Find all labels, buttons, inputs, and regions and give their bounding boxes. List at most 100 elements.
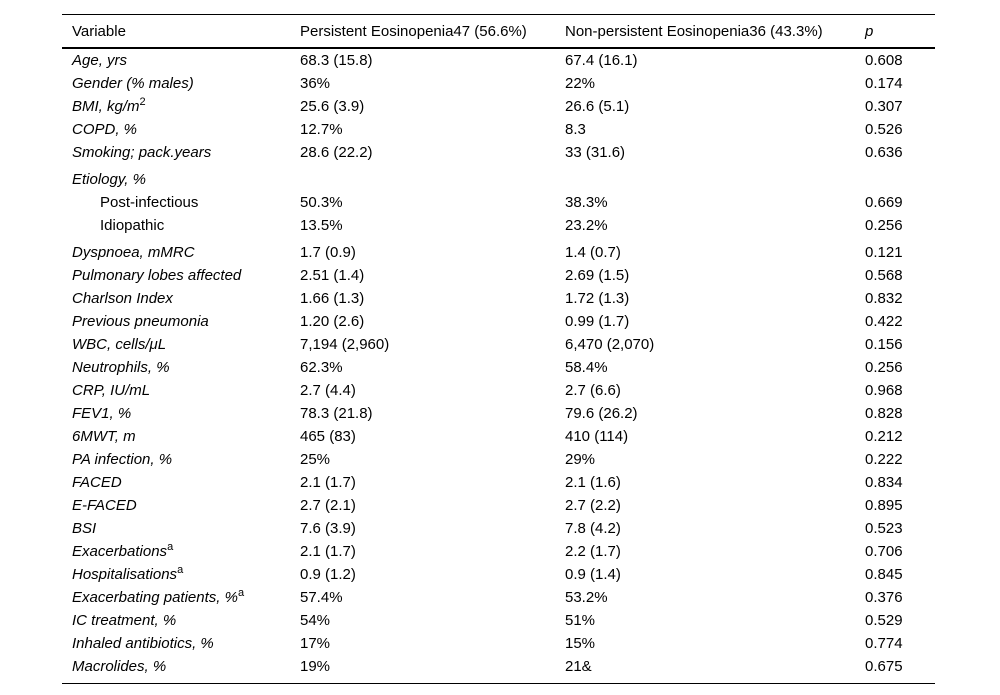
row-label-text: FACED <box>72 474 122 491</box>
value-non-persistent: 0.9 (1.4) <box>565 566 621 583</box>
row-label: WBC, cells/μL <box>62 333 300 356</box>
table-row: BSI 7.6 (3.9) 7.8 (4.2) 0.523 <box>62 517 935 540</box>
row-label-text: IC treatment, % <box>72 612 177 629</box>
p-value: 0.568 <box>865 267 903 284</box>
value-persistent: 25% <box>300 451 331 468</box>
p-value: 0.636 <box>865 144 903 161</box>
row-label: Post-infectious <box>62 191 300 214</box>
p-value: 0.307 <box>865 98 903 115</box>
row-label: PA infection, % <box>62 448 300 471</box>
row-label-superscript: a <box>237 587 245 599</box>
table-row: Macrolides, % 19% 21& 0.675 <box>62 655 935 684</box>
row-label-text: Age, yrs <box>72 52 128 69</box>
value-non-persistent: 2.7 (2.2) <box>565 497 621 514</box>
header-p-value: p <box>865 22 874 40</box>
value-non-persistent: 1.4 (0.7) <box>565 244 621 261</box>
p-value: 0.212 <box>865 428 903 445</box>
p-value: 0.523 <box>865 520 903 537</box>
row-label: Exacerbating patients, %a <box>62 586 300 609</box>
header-non-persistent-eosinopenia: Non-persistent Eosinopenia36 (43.3%) <box>565 22 823 40</box>
table-row: Neutrophils, % 62.3% 58.4% 0.256 <box>62 356 935 379</box>
value-persistent: 25.6 (3.9) <box>300 98 365 115</box>
table-row: Charlson Index 1.66 (1.3) 1.72 (1.3) 0.832 <box>62 287 935 310</box>
row-label: IC treatment, % <box>62 609 300 632</box>
row-label: Pulmonary lobes affected <box>62 264 300 287</box>
p-value: 0.121 <box>865 244 903 261</box>
value-persistent: 17% <box>300 635 331 652</box>
table-row: Idiopathic 13.5% 23.2% 0.256 <box>62 214 935 237</box>
row-label-text: BSI <box>72 520 97 537</box>
p-value: 0.222 <box>865 451 903 468</box>
value-persistent: 78.3 (21.8) <box>300 405 373 422</box>
value-non-persistent: 21& <box>565 658 592 675</box>
row-label: BSI <box>62 517 300 540</box>
table-row: Dyspnoea, mMRC 1.7 (0.9) 1.4 (0.7) 0.121 <box>62 237 935 264</box>
table-row: Post-infectious 50.3% 38.3% 0.669 <box>62 191 935 214</box>
value-persistent: 2.1 (1.7) <box>300 543 356 560</box>
table-row: Previous pneumonia 1.20 (2.6) 0.99 (1.7) 0.… <box>62 310 935 333</box>
row-label: CRP, IU/mL <box>62 379 300 402</box>
row-label: Etiology, % <box>62 164 300 191</box>
comparison-table-container: Variable Persistent Eosinopenia47 (56.6%… <box>62 14 935 684</box>
table-row: Gender (% males) 36% 22% 0.174 <box>62 72 935 95</box>
row-label-superscript: a <box>177 564 184 576</box>
row-label-text: PA infection, % <box>72 451 173 468</box>
value-non-persistent: 1.72 (1.3) <box>565 290 630 307</box>
row-label: Age, yrs <box>62 48 300 72</box>
value-non-persistent: 2.7 (6.6) <box>565 382 621 399</box>
value-non-persistent: 15% <box>565 635 596 652</box>
p-value: 0.256 <box>865 217 903 234</box>
value-non-persistent: 22% <box>565 75 596 92</box>
p-value: 0.706 <box>865 543 903 560</box>
row-label: 6MWT, m <box>62 425 300 448</box>
row-label: Neutrophils, % <box>62 356 300 379</box>
p-value: 0.774 <box>865 635 903 652</box>
value-non-persistent: 6,470 (2,070) <box>565 336 655 353</box>
value-non-persistent <box>565 164 865 191</box>
table-row: COPD, % 12.7% 8.3 0.526 <box>62 118 935 141</box>
value-non-persistent: 410 (114) <box>565 428 629 445</box>
table-row: BMI, kg/m2 25.6 (3.9) 26.6 (5.1) 0.307 <box>62 95 935 118</box>
row-label-text: Idiopathic <box>100 217 165 234</box>
value-persistent: 1.20 (2.6) <box>300 313 365 330</box>
table-row: Exacerbationsa 2.1 (1.7) 2.2 (1.7) 0.706 <box>62 540 935 563</box>
p-value: 0.422 <box>865 313 903 330</box>
p-value: 0.376 <box>865 589 903 606</box>
value-non-persistent: 79.6 (26.2) <box>565 405 638 422</box>
value-persistent: 28.6 (22.2) <box>300 144 373 161</box>
value-non-persistent: 29% <box>565 451 596 468</box>
p-value: 0.529 <box>865 612 903 629</box>
p-value: 0.834 <box>865 474 903 491</box>
row-label-text: Inhaled antibiotics, % <box>72 635 214 652</box>
value-non-persistent: 58.4% <box>565 359 608 376</box>
value-non-persistent: 38.3% <box>565 194 608 211</box>
table-row: FEV1, % 78.3 (21.8) 79.6 (26.2) 0.828 <box>62 402 935 425</box>
row-label-text: Smoking; pack.years <box>72 144 212 161</box>
row-label: Inhaled antibiotics, % <box>62 632 300 655</box>
value-persistent: 7.6 (3.9) <box>300 520 356 537</box>
value-non-persistent: 8.3 <box>565 121 586 138</box>
row-label-text: 6MWT, m <box>72 428 136 445</box>
p-value: 0.968 <box>865 382 903 399</box>
value-persistent: 62.3% <box>300 359 343 376</box>
value-non-persistent: 2.1 (1.6) <box>565 474 621 491</box>
table-header: Variable Persistent Eosinopenia47 (56.6%… <box>62 15 935 48</box>
header-persistent-eosinopenia: Persistent Eosinopenia47 (56.6%) <box>300 22 527 40</box>
row-label: FEV1, % <box>62 402 300 425</box>
row-label: Dyspnoea, mMRC <box>62 237 300 264</box>
value-persistent: 19% <box>300 658 331 675</box>
table-row: Smoking; pack.years 28.6 (22.2) 33 (31.6) 0… <box>62 141 935 164</box>
value-non-persistent: 23.2% <box>565 217 608 234</box>
value-non-persistent: 0.99 (1.7) <box>565 313 630 330</box>
row-label-text: Dyspnoea, mMRC <box>72 244 195 261</box>
table-row: WBC, cells/μL 7,194 (2,960) 6,470 (2,070) 0… <box>62 333 935 356</box>
row-label: Charlson Index <box>62 287 300 310</box>
table-row: IC treatment, % 54% 51% 0.529 <box>62 609 935 632</box>
row-label-superscript: 2 <box>139 96 146 108</box>
row-label-text: E-FACED <box>72 497 137 514</box>
value-non-persistent: 2.2 (1.7) <box>565 543 621 560</box>
value-persistent: 0.9 (1.2) <box>300 566 356 583</box>
row-label-text: Etiology, % <box>72 171 146 188</box>
row-label: Exacerbationsa <box>62 540 300 563</box>
row-label-text: Previous pneumonia <box>72 313 209 330</box>
